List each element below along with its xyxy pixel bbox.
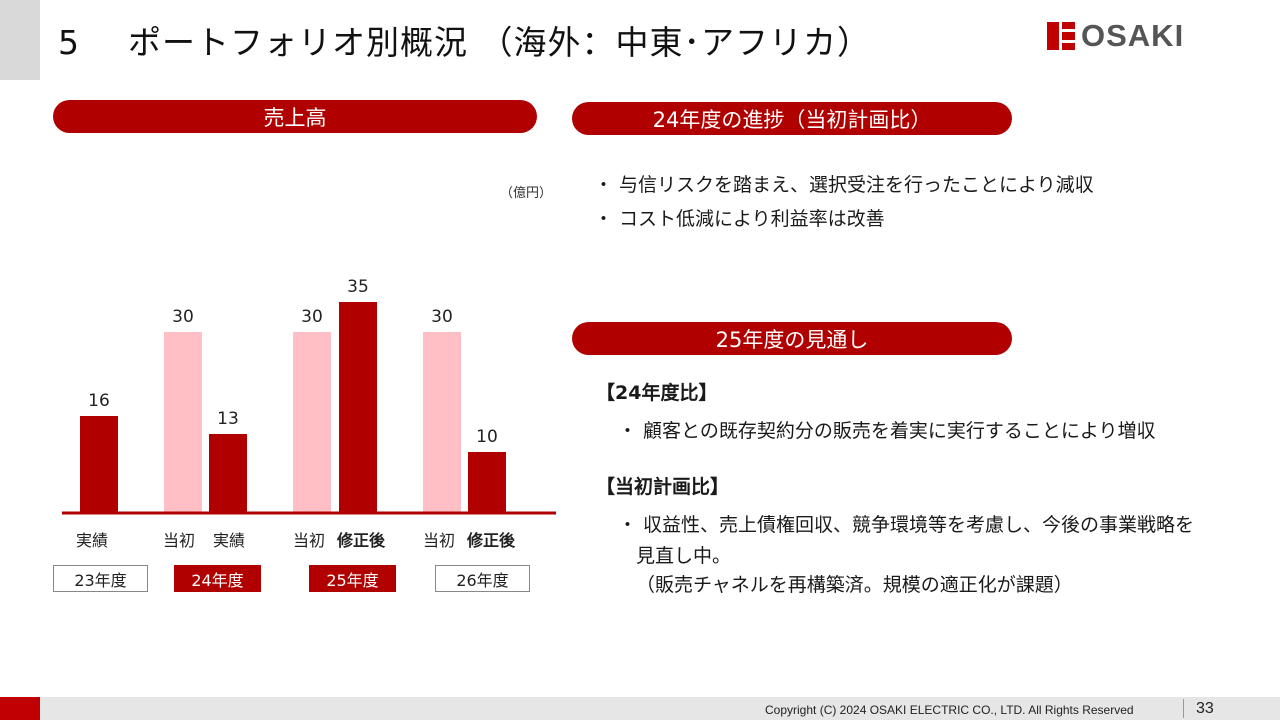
copyright-text: Copyright (C) 2024 OSAKI ELECTRIC CO., L… xyxy=(765,703,1134,717)
bar-24年度-実績 xyxy=(209,434,247,512)
vs-plan-bullet-line1: ・ 収益性、売上債権回収、競争環境等を考慮し、今後の事業戦略を xyxy=(618,514,1195,536)
title-text: ポートフォリオ別概況 （海外：中東･アフリカ） xyxy=(128,23,871,62)
footer-accent xyxy=(0,697,40,720)
cat-label-25-plan: 当初 xyxy=(293,531,326,550)
bar-26年度-当初 xyxy=(423,332,461,512)
value-label-26年度-修正後: 10 xyxy=(476,427,498,447)
progress-pill: 24年度の進捗（当初計画比） xyxy=(572,102,1012,135)
cat-label-24-plan: 当初 xyxy=(163,531,196,550)
value-label-24年度-実績: 13 xyxy=(217,409,239,429)
value-label-24年度-当初: 30 xyxy=(172,307,194,327)
section-number: 5 xyxy=(58,23,80,62)
page-title: 5 ポートフォリオ別概況 （海外：中東･アフリカ） xyxy=(58,16,871,64)
unit-label: （億円） xyxy=(500,186,553,201)
cat-label-24-actual: 実績 xyxy=(213,531,246,550)
value-label-25年度-当初: 30 xyxy=(301,307,323,327)
outlook-pill: 25年度の見通し xyxy=(572,322,1012,355)
value-label-25年度-修正後: 35 xyxy=(347,277,369,297)
vs-plan-bullet-line3: （販売チャネルを再構築済。規模の適正化が課題） xyxy=(636,574,1073,596)
osaki-logo: OSAKI xyxy=(1047,18,1184,54)
bar-26年度-修正後 xyxy=(468,452,506,512)
year-box-26: 26年度 xyxy=(435,565,530,592)
bar-24年度-当初 xyxy=(164,332,202,512)
vs-plan-bullet-line2: 見直し中。 xyxy=(636,545,732,567)
page-separator xyxy=(1183,699,1184,718)
page-number: 33 xyxy=(1196,700,1214,717)
bar-25年度-当初 xyxy=(293,332,331,512)
cat-label-26-plan: 当初 xyxy=(423,531,456,550)
header-accent-bar xyxy=(0,0,40,80)
bar-23年度-実績 xyxy=(80,416,118,512)
sales-pill: 売上高 xyxy=(53,100,537,133)
year-box-24: 24年度 xyxy=(174,565,261,592)
value-label-26年度-当初: 30 xyxy=(431,307,453,327)
bar-25年度-修正後 xyxy=(339,302,377,512)
cat-label-23-actual: 実績 xyxy=(76,531,109,550)
year-box-25: 25年度 xyxy=(309,565,396,592)
progress-bullet-2: ・ コスト低減により利益率は改善 xyxy=(594,208,885,230)
vs-plan-heading: 【当初計画比】 xyxy=(596,476,730,498)
vs-prev-heading: 【24年度比】 xyxy=(596,382,718,404)
progress-bullet-1: ・ 与信リスクを踏まえ、選択受注を行ったことにより減収 xyxy=(594,174,1094,196)
vs-prev-bullet: ・ 顧客との既存契約分の販売を着実に実行することにより増収 xyxy=(618,420,1156,442)
year-box-23: 23年度 xyxy=(53,565,148,592)
value-label-23年度-実績: 16 xyxy=(88,391,110,411)
cat-label-26-revised: 修正後 xyxy=(467,531,516,550)
logo-mark-icon xyxy=(1047,22,1075,50)
footer-bar xyxy=(0,697,1280,720)
logo-text: OSAKI xyxy=(1081,18,1185,53)
cat-label-25-revised: 修正後 xyxy=(337,531,386,550)
